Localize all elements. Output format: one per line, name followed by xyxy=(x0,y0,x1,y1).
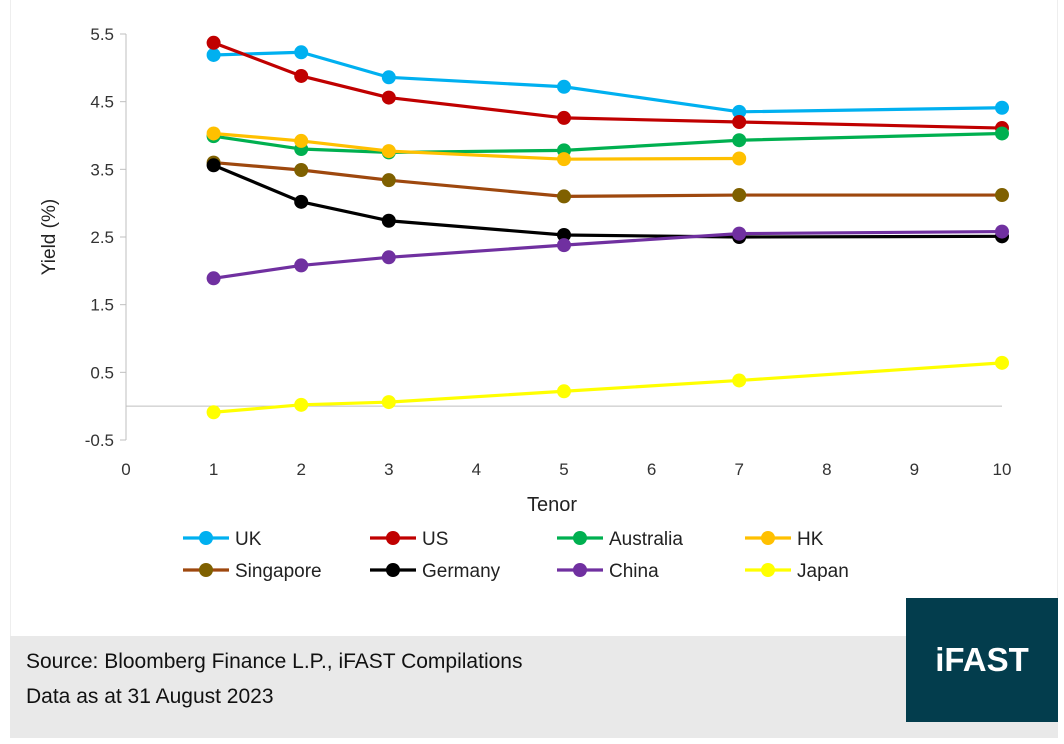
legend-label-us: US xyxy=(422,529,448,550)
x-tick-label: 4 xyxy=(472,460,481,479)
y-tick-label: 1.5 xyxy=(90,296,114,315)
y-tick-label: 3.5 xyxy=(90,160,114,179)
data-point-singapore xyxy=(732,188,747,203)
data-point-japan xyxy=(995,355,1009,370)
data-point-china xyxy=(206,271,221,286)
series-line-us xyxy=(213,41,1003,130)
legend-label-japan: Japan xyxy=(797,561,849,582)
data-point-singapore xyxy=(294,163,309,178)
footer xyxy=(10,636,1058,738)
series-line-japan xyxy=(213,361,1003,414)
data-point-china xyxy=(995,224,1009,239)
data-point-germany xyxy=(557,227,571,242)
logo-text: iFAST xyxy=(935,641,1029,678)
y-tick-label: 2.5 xyxy=(90,228,114,247)
data-point-hk xyxy=(732,151,747,166)
x-tick-label: 1 xyxy=(209,460,218,479)
data-point-uk xyxy=(381,70,396,85)
data-point-china xyxy=(732,226,747,241)
legend-label-uk: UK xyxy=(235,529,262,550)
data-point-uk xyxy=(557,79,571,94)
x-tick-label: 8 xyxy=(822,460,831,479)
ifast-logo: iFAST xyxy=(906,598,1058,722)
legend-label-germany: Germany xyxy=(422,561,501,582)
legend-marker-china xyxy=(573,563,587,577)
series-line-china xyxy=(213,229,1003,280)
x-tick-label: 7 xyxy=(734,460,743,479)
data-point-us xyxy=(557,110,571,125)
data-point-us xyxy=(206,35,221,50)
data-point-uk xyxy=(206,47,221,62)
y-tick-label: 4.5 xyxy=(90,93,114,112)
data-date-text: Data as at 31 August 2023 xyxy=(26,685,274,708)
data-point-japan xyxy=(557,384,571,399)
x-tick-label: 6 xyxy=(647,460,656,479)
x-tick-label: 3 xyxy=(384,460,393,479)
data-point-uk xyxy=(995,100,1009,115)
y-tick-label: 5.5 xyxy=(90,25,114,44)
y-axis-title: Yield (%) xyxy=(39,199,60,275)
data-point-australia xyxy=(995,126,1009,141)
legend-label-singapore: Singapore xyxy=(235,561,322,582)
legend-label-australia: Australia xyxy=(609,529,683,550)
yield-curve-chart: -0.5 0.5 1.5 2.5 3.5 4.5 5.5 0 1 2 3 4 5 6 7 8 9 10 Tenor Y… xyxy=(39,25,1012,582)
data-point-hk xyxy=(557,152,571,167)
data-point-us xyxy=(381,90,396,105)
data-point-china xyxy=(294,258,309,273)
data-point-japan xyxy=(206,405,221,420)
data-point-singapore xyxy=(381,173,396,188)
legend-marker-us xyxy=(386,531,400,545)
x-tick-label: 9 xyxy=(910,460,919,479)
legend-marker-uk xyxy=(199,531,213,545)
data-point-germany xyxy=(206,158,221,173)
legend-marker-australia xyxy=(573,531,587,545)
data-point-japan xyxy=(294,397,309,412)
data-point-hk xyxy=(294,133,309,148)
data-point-us xyxy=(732,114,747,129)
data-point-germany xyxy=(294,194,309,209)
data-point-uk xyxy=(294,45,309,60)
legend-marker-japan xyxy=(761,563,775,577)
series-line-uk xyxy=(213,50,1003,114)
data-point-germany xyxy=(381,213,396,228)
data-point-china xyxy=(557,238,571,253)
data-point-uk xyxy=(732,104,747,119)
legend-marker-singapore xyxy=(199,563,213,577)
data-point-japan xyxy=(732,373,747,388)
series-line-singapore xyxy=(213,160,1002,199)
x-tick-label: 10 xyxy=(993,460,1012,479)
x-tick-label: 5 xyxy=(559,460,568,479)
y-tick-label: 0.5 xyxy=(90,363,114,382)
legend-label-china: China xyxy=(609,561,659,582)
series-line-germany xyxy=(212,163,1003,239)
legend-marker-hk xyxy=(761,531,775,545)
data-point-singapore xyxy=(557,189,571,204)
x-axis-title: Tenor xyxy=(527,494,577,516)
data-point-us xyxy=(294,68,309,83)
legend-label-hk: HK xyxy=(797,529,824,550)
y-tick-label: -0.5 xyxy=(85,431,114,450)
source-text: Source: Bloomberg Finance L.P., iFAST Co… xyxy=(26,650,523,673)
legend-marker-germany xyxy=(386,563,400,577)
data-point-australia xyxy=(732,133,747,148)
data-point-hk xyxy=(206,126,221,141)
data-point-hk xyxy=(381,144,396,159)
x-tick-label: 0 xyxy=(121,460,130,479)
series-line-australia xyxy=(213,131,1003,155)
data-point-singapore xyxy=(995,188,1009,203)
x-tick-label: 2 xyxy=(296,460,305,479)
data-point-china xyxy=(381,250,396,265)
data-point-japan xyxy=(381,395,396,410)
